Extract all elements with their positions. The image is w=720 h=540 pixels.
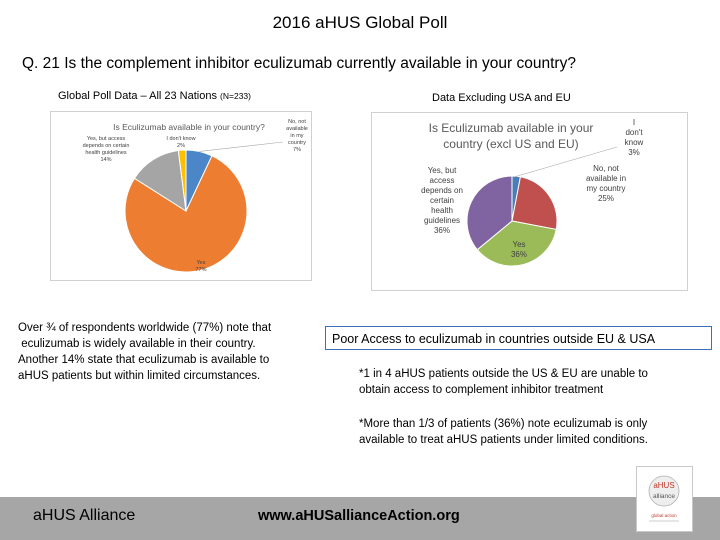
summary-line: Over ¾ of respondents worldwide (77%) no… <box>18 322 272 334</box>
global-pie-svg: Is Eculizumab available in your country?… <box>83 119 308 273</box>
pie-slice-2 <box>133 149 187 212</box>
sample-size: (N=233) <box>220 91 251 101</box>
excl-pie-svg: Is Eculizumab available in your country (… <box>421 118 644 267</box>
left-chart-heading: Global Poll Data – All 23 Nations (N=233… <box>58 90 251 102</box>
left-heading-text: Global Poll Data – All 23 Nations <box>58 90 221 102</box>
logo-graphic: aHUS alliance global action <box>648 475 680 522</box>
slice-label-yes: Yes 36% <box>511 240 527 259</box>
note-unable-access: *1 in 4 aHUS patients outside the US & E… <box>359 366 699 398</box>
slice-label-yes: Yes 77% <box>195 260 206 273</box>
footer-website: www.aHUSallianceAction.org <box>258 508 460 524</box>
poor-access-callout: Poor Access to eculizumab in countries o… <box>325 326 712 350</box>
logo-text-alliance: alliance <box>653 493 675 500</box>
global-pie-chart: Is Eculizumab available in your country?… <box>50 111 312 281</box>
leader-line <box>513 146 618 178</box>
footer-org-name: aHUS Alliance <box>33 507 136 524</box>
pie-slice-1 <box>511 176 558 231</box>
ahus-alliance-logo: aHUS alliance global action <box>636 466 693 532</box>
pie-slice-2 <box>476 220 557 267</box>
logo-text-ahus: aHUS <box>653 481 674 490</box>
pie-slice-3 <box>177 149 187 212</box>
right-chart-heading: Data Excluding USA and EU <box>432 92 571 104</box>
note-limited-conditions: *More than 1/3 of patients (36%) note ec… <box>359 416 699 448</box>
summary-text: Over ¾ of respondents worldwide (77%) no… <box>18 320 318 384</box>
pie-slice-3 <box>466 175 513 251</box>
slide-title: 2016 aHUS Global Poll <box>272 13 448 32</box>
question-text: Q. 21 Is the complement inhibitor eculiz… <box>22 55 576 72</box>
note-line: *1 in 4 aHUS patients outside the US & E… <box>359 368 648 380</box>
slice-label-yes-but: Yes, but access depends on certain health gui… <box>421 166 463 235</box>
note-line: *More than 1/3 of patients (36%) note ec… <box>359 418 648 430</box>
slice-label-yes-but: Yes, but access depends on certain health … <box>83 136 130 163</box>
summary-line: Another 14% state that eculizumab is ava… <box>18 354 270 366</box>
leader-line <box>199 141 284 152</box>
summary-line: aHUS patients but within limited circums… <box>18 370 261 382</box>
slice-label-dont-know: I don't know 2% <box>166 136 195 149</box>
logo-text-global-action: global action <box>651 513 677 518</box>
summary-line: eculizumab is widely available in their … <box>18 338 256 350</box>
chart-title: Is Eculizumab available in your country (… <box>429 121 594 151</box>
note-line: available to treat aHUS patients under l… <box>359 434 648 446</box>
excl-us-eu-pie-chart: Is Eculizumab available in your country (… <box>371 112 688 291</box>
pie-slice-1 <box>124 155 248 273</box>
slice-label-not-available: No, not available in my country 25% <box>586 164 626 203</box>
chart-title: Is Eculizumab available in your country? <box>113 122 265 132</box>
slice-label-not-available: No, not available in my country 7% <box>286 119 308 153</box>
note-line: obtain access to complement inhibitor tr… <box>359 384 604 396</box>
footer-bar <box>0 497 720 540</box>
